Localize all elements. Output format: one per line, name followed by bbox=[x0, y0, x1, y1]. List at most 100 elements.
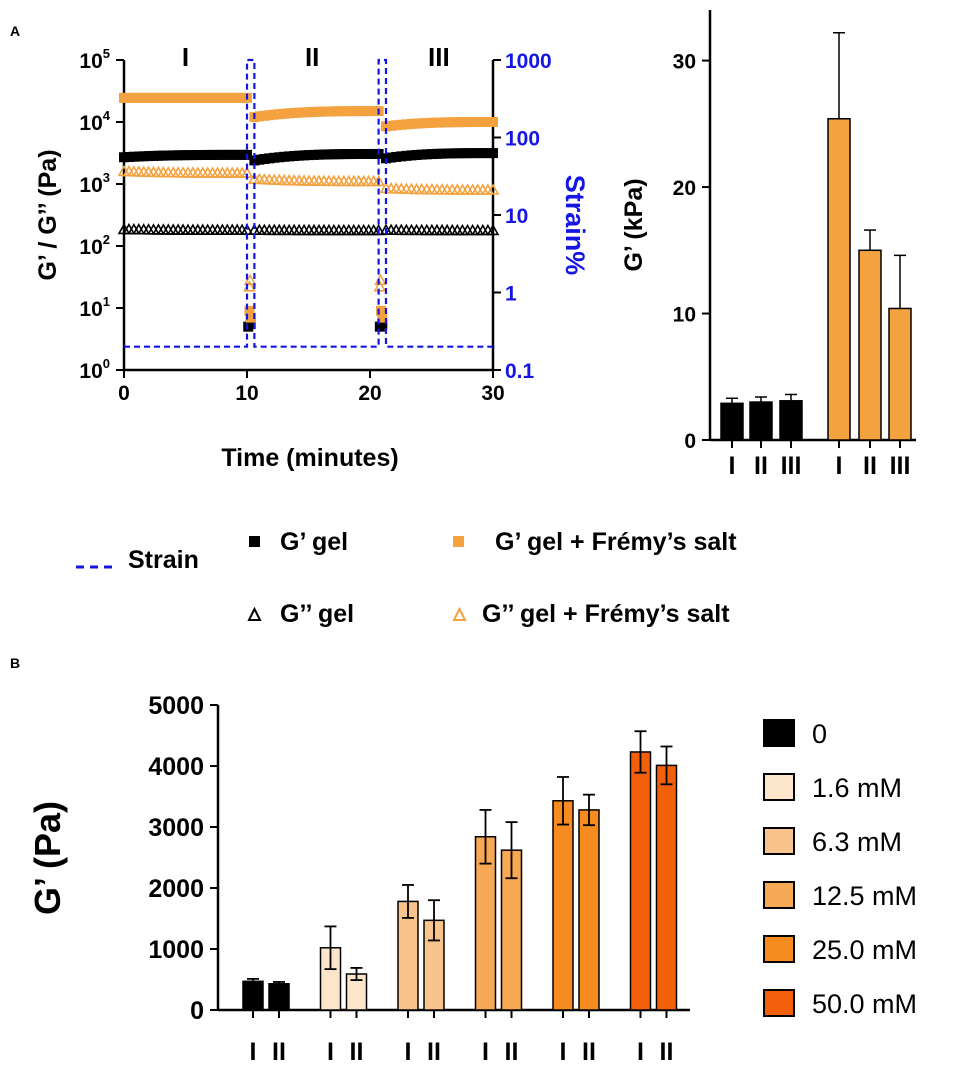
bar-a-y-tick-label: 10 bbox=[673, 304, 696, 327]
bar-b-y-tick-label: 2000 bbox=[148, 875, 204, 903]
rheology-phase-label: II bbox=[305, 42, 319, 72]
bar-a-y-tick-label: 20 bbox=[673, 177, 696, 200]
data-point-0 bbox=[472, 148, 483, 159]
data-point-0 bbox=[431, 148, 442, 159]
data-point-1 bbox=[380, 121, 391, 132]
data-point-1 bbox=[431, 117, 442, 128]
bar-a-bar bbox=[827, 118, 851, 441]
rheology-y-tick-label: 105 bbox=[79, 46, 110, 73]
bar-b-x-tick-label: II bbox=[350, 1038, 364, 1066]
strain-line bbox=[124, 58, 493, 348]
rheology-y2-tick-label: 0.1 bbox=[505, 360, 535, 383]
legend-g1-gel: G’ gel bbox=[249, 528, 348, 556]
legend-b-label: 6.3 mM bbox=[812, 827, 902, 857]
bar-a-x-tick-label: I bbox=[729, 452, 736, 480]
data-point-1 bbox=[488, 117, 498, 127]
data-point-1 bbox=[467, 117, 478, 128]
data-point-1 bbox=[391, 120, 402, 131]
legend-g2-salt-label: G’’ gel + Frémy’s salt bbox=[482, 600, 730, 628]
data-point-1 bbox=[245, 312, 256, 323]
rheology-x-tick-label: 20 bbox=[358, 382, 381, 405]
bar-a-x-tick-label: II bbox=[863, 452, 877, 480]
data-point-0 bbox=[447, 148, 458, 159]
rheology-y2-tick-label: 1000 bbox=[505, 50, 552, 73]
data-point-1 bbox=[411, 118, 422, 129]
bar-a-x-tick-label: I bbox=[836, 452, 843, 480]
bar-b-x-tick-label: II bbox=[427, 1038, 441, 1066]
legend-b-swatch bbox=[763, 827, 795, 855]
data-point-0 bbox=[426, 149, 437, 160]
data-point-1 bbox=[447, 117, 458, 128]
legend-g2-salt-marker bbox=[452, 606, 467, 621]
rheology-y-axis-title: G’ / G’’ (Pa) bbox=[34, 149, 62, 280]
data-point-0 bbox=[391, 151, 402, 162]
bar-a-x-tick-label: III bbox=[781, 452, 802, 480]
legend-g2-salt: G’’ gel + Frémy’s salt bbox=[452, 600, 730, 628]
rheology-y2-tick-label: 100 bbox=[505, 128, 540, 151]
bar-b-x-tick-label: I bbox=[560, 1038, 567, 1066]
data-point-1 bbox=[452, 117, 463, 128]
bar-b-x-tick-label: I bbox=[637, 1038, 644, 1066]
data-point-1 bbox=[376, 305, 387, 316]
rheology-phase-label: I bbox=[182, 42, 189, 72]
data-point-1 bbox=[472, 117, 483, 128]
bar-a-y-axis-title: G’ (kPa) bbox=[620, 178, 648, 271]
legend-b-label: 50.0 mM bbox=[812, 989, 917, 1019]
data-point-0 bbox=[377, 319, 388, 330]
data-point-0 bbox=[406, 150, 417, 161]
data-point-0 bbox=[421, 149, 432, 160]
bar-b-x-tick-label: I bbox=[250, 1038, 257, 1066]
rheology-y-tick-label: 103 bbox=[79, 170, 110, 197]
legend-b-label: 0 bbox=[812, 719, 827, 749]
data-point-1 bbox=[477, 117, 488, 128]
panel-label-a: A bbox=[10, 23, 20, 39]
legend-b-label: 12.5 mM bbox=[812, 881, 917, 911]
rheology-phase-label: III bbox=[428, 42, 450, 72]
data-point-0 bbox=[457, 148, 468, 159]
bar-a-bar bbox=[858, 249, 882, 441]
rheology-y-tick-label: 101 bbox=[79, 294, 110, 321]
bar-b-bar bbox=[578, 809, 600, 1011]
bar-b-bar bbox=[655, 764, 678, 1011]
legend-g2-gel-label: G’’ gel bbox=[280, 600, 354, 628]
series-2 bbox=[117, 222, 500, 236]
rheology-y2-axis-title: Strain% bbox=[560, 175, 590, 276]
series-3 bbox=[117, 164, 500, 292]
data-point-2 bbox=[486, 223, 500, 236]
legend-b-swatch bbox=[763, 881, 795, 909]
rheology-x-tick-label: 30 bbox=[481, 382, 504, 405]
data-point-1 bbox=[244, 305, 255, 316]
data-point-1 bbox=[437, 117, 448, 128]
legend-strain: Strain bbox=[76, 546, 199, 574]
bar-b-bar bbox=[552, 800, 574, 1011]
data-point-1 bbox=[396, 119, 407, 130]
legend-g1-salt-marker bbox=[453, 536, 464, 547]
data-point-3 bbox=[373, 280, 387, 292]
data-point-0 bbox=[386, 152, 397, 163]
bar-b-y-tick-label: 3000 bbox=[148, 814, 204, 842]
bar-a-y-tick-label: 30 bbox=[673, 51, 696, 74]
rheology-y2-tick-label: 1 bbox=[505, 283, 517, 306]
data-point-1 bbox=[406, 118, 417, 129]
series-1 bbox=[119, 92, 498, 323]
bar-b-x-tick-label: II bbox=[582, 1038, 596, 1066]
data-point-0 bbox=[477, 148, 488, 159]
panel-label-b: B bbox=[10, 655, 20, 671]
rheology-x-tick-label: 10 bbox=[235, 382, 258, 405]
data-point-3 bbox=[372, 174, 385, 187]
data-point-1 bbox=[482, 117, 493, 128]
bar-b-y-tick-label: 0 bbox=[190, 997, 204, 1025]
legend-b-swatch bbox=[763, 773, 795, 801]
data-point-0 bbox=[442, 148, 453, 159]
legend-b-swatch bbox=[763, 719, 795, 747]
data-point-0 bbox=[452, 148, 463, 159]
bar-b-bar bbox=[629, 751, 652, 1011]
bar-a-bar bbox=[749, 401, 773, 441]
rheology-x-tick-label: 0 bbox=[118, 382, 130, 405]
data-point-3 bbox=[243, 273, 257, 286]
bar-a-bar bbox=[888, 307, 912, 441]
bar-a-bar bbox=[779, 400, 803, 441]
bar-b-bar bbox=[242, 980, 264, 1011]
data-point-0 bbox=[401, 150, 412, 161]
